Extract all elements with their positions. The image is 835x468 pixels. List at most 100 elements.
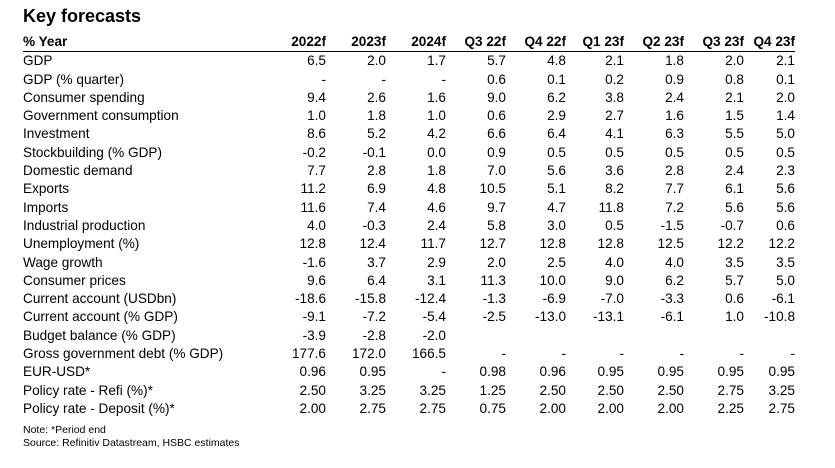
value-cell: -0.1 [362,144,386,160]
value-cell: 1.7 [427,53,446,69]
value-cell: 0.5 [605,144,624,160]
value-cell: 12.2 [768,236,795,252]
value-cell: 2.4 [427,217,446,233]
value-cell: 0.96 [299,364,326,380]
footnotes: Note: *Period end Source: Refinitiv Data… [23,424,240,450]
value-cell: 9.6 [307,272,326,288]
value-cell: 1.0 [427,108,446,124]
value-cell: 4.1 [605,126,624,142]
table-row: Wage growth -1.6 3.7 2.9 2.0 2.5 4.0 4.0 3.5 3.5 [23,254,795,272]
table-body: GDP 6.5 2.0 1.7 5.7 4.8 2.1 1.8 2.0 2.1 GDP (% qua… [23,52,795,418]
value-cell: 1.5 [725,108,744,124]
value-cell: 11.3 [480,272,506,288]
value-cell: 8.6 [307,126,326,142]
value-cell: 7.7 [307,163,326,179]
row-label: Government consumption [23,108,179,124]
table-row: Stockbuilding (% GDP) -0.2 -0.1 0.0 0.9 0.5 0.… [23,144,795,162]
value-cell: 1.6 [665,108,684,124]
value-cell: 5.0 [776,126,795,142]
value-cell: -0.3 [362,217,386,233]
value-cell: 3.8 [605,89,624,105]
value-cell: 0.1 [547,71,566,87]
value-cell: -18.6 [295,291,326,307]
value-cell: 0.95 [717,364,744,380]
value-cell: 2.75 [359,400,386,416]
value-cell: 2.9 [427,254,446,270]
value-cell [744,327,795,345]
value-cell: 0.5 [547,144,566,160]
value-cell: -5.4 [422,309,446,325]
value-cell: - [381,71,386,87]
value-cell: 7.0 [487,163,506,179]
value-cell: 3.7 [367,254,386,270]
table-row: Budget balance (% GDP) -3.9 -2.8 -2.0 [23,327,795,345]
value-cell: 0.96 [539,364,566,380]
value-cell: 0.95 [768,364,795,380]
value-cell: 12.5 [657,236,684,252]
value-cell: 12.4 [359,236,386,252]
value-cell: 5.1 [547,181,566,197]
value-cell: 1.6 [427,89,446,105]
value-cell: 2.50 [657,382,684,398]
value-cell: - [501,346,506,362]
value-cell: 7.7 [665,181,684,197]
value-cell: -6.1 [660,309,684,325]
header-cell: 2023f [351,34,386,49]
value-cell: -0.2 [302,144,326,160]
value-cell: 9.4 [307,89,326,105]
value-cell: 5.6 [776,181,795,197]
value-cell: 0.95 [359,364,386,380]
header-cell: Q3 22f [464,34,506,49]
value-cell: 1.8 [427,163,446,179]
row-label: Current account (% GDP) [23,309,178,325]
value-cell: 2.00 [657,400,684,416]
value-cell: 9.7 [487,199,506,215]
table-row: Gross government debt (% GDP) 177.6 172.0 1… [23,345,795,363]
note-line: Note: *Period end [23,424,106,436]
value-cell: 172.0 [351,346,386,362]
value-cell: 6.2 [547,89,566,105]
value-cell: - [790,346,795,362]
value-cell: 0.6 [487,71,506,87]
value-cell: 3.5 [776,254,795,270]
value-cell: 4.8 [427,181,446,197]
value-cell: 7.2 [665,199,684,215]
table-row: Policy rate - Refi (%)* 2.50 3.25 3.25 1.25 2… [23,382,795,400]
value-cell: -6.1 [771,291,795,307]
value-cell: 2.00 [539,400,566,416]
value-cell: 2.4 [725,163,744,179]
header-cell: Q4 23f [753,34,795,49]
value-cell: 6.4 [367,272,386,288]
header-cell: Q4 22f [524,34,566,49]
value-cell: 2.0 [725,53,744,69]
value-cell: 1.25 [479,382,506,398]
value-cell: 3.25 [419,382,446,398]
table-row: Unemployment (%) 12.8 12.4 11.7 12.7 12.8 12.8… [23,235,795,253]
table-row: Industrial production 4.0 -0.3 2.4 5.8 3.0 0.5… [23,217,795,235]
row-label: Policy rate - Deposit (%)* [23,400,175,416]
value-cell [566,327,624,345]
value-cell: 2.1 [605,53,624,69]
table-header-row: % Year 2022f 2023f 2024f Q3 22f Q4 22f Q… [23,33,795,52]
value-cell: 5.7 [725,272,744,288]
value-cell: -9.1 [302,309,326,325]
value-cell: 11.7 [420,236,446,252]
value-cell: 5.6 [547,163,566,179]
value-cell: 2.8 [367,163,386,179]
header-cell: 2024f [411,34,446,49]
value-cell: 6.9 [367,181,386,197]
value-cell: 6.2 [665,272,684,288]
value-cell: 0.98 [479,364,506,380]
header-cell: 2022f [291,34,326,49]
value-cell: 2.8 [665,163,684,179]
table-row: Investment 8.6 5.2 4.2 6.6 6.4 4.1 6.3 5.5 5.0 [23,125,795,143]
value-cell: -15.8 [355,291,386,307]
value-cell: -2.5 [482,309,506,325]
value-cell: 166.5 [411,346,446,362]
row-label: Policy rate - Refi (%)* [23,382,153,398]
value-cell: 2.0 [367,53,386,69]
row-label: Imports [23,199,69,215]
table-row: Current account (% GDP) -9.1 -7.2 -5.4 -2.5 -… [23,308,795,326]
value-cell: -10.8 [764,309,795,325]
